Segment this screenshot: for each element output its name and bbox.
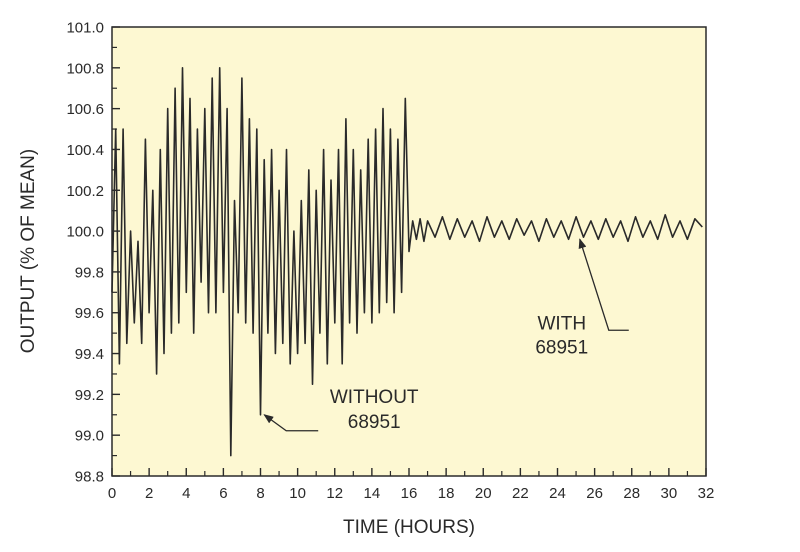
- x-tick-label: 14: [364, 485, 381, 502]
- y-tick-label: 99.4: [75, 346, 104, 363]
- y-tick-label: 100.0: [66, 224, 104, 241]
- y-tick-label: 98.8: [75, 469, 104, 486]
- y-tick-label: 99.0: [75, 428, 104, 445]
- x-tick-label: 22: [512, 485, 529, 502]
- x-tick-label: 30: [661, 485, 678, 502]
- without-annotation-line1: WITHOUT: [330, 387, 419, 408]
- x-tick-label: 28: [623, 485, 640, 502]
- x-tick-label: 32: [698, 485, 715, 502]
- with-annotation-line2: 68951: [535, 337, 588, 358]
- x-tick-label: 8: [256, 485, 264, 502]
- y-tick-label: 100.8: [66, 60, 104, 77]
- y-tick-label: 99.8: [75, 264, 104, 281]
- x-tick-label: 18: [438, 485, 455, 502]
- y-tick-label: 99.6: [75, 305, 104, 322]
- x-axis-label: TIME (HOURS): [343, 517, 475, 538]
- with-annotation-line1: WITH: [538, 313, 587, 334]
- y-tick-label: 100.4: [66, 142, 104, 159]
- x-tick-label: 0: [108, 485, 116, 502]
- x-tick-label: 6: [219, 485, 227, 502]
- x-tick-label: 2: [145, 485, 153, 502]
- x-tick-label: 12: [326, 485, 343, 502]
- x-tick-label: 26: [586, 485, 603, 502]
- x-tick-label: 4: [182, 485, 190, 502]
- y-tick-label: 100.2: [66, 183, 104, 200]
- y-tick-label: 99.2: [75, 387, 104, 404]
- x-tick-label: 16: [401, 485, 418, 502]
- y-axis-label: OUTPUT (% OF MEAN): [18, 149, 39, 353]
- x-tick-label: 24: [549, 485, 566, 502]
- x-tick-label: 10: [289, 485, 306, 502]
- y-tick-label: 101.0: [66, 20, 104, 37]
- x-tick-label: 20: [475, 485, 492, 502]
- without-annotation-line2: 68951: [348, 412, 401, 433]
- y-tick-label: 100.6: [66, 101, 104, 118]
